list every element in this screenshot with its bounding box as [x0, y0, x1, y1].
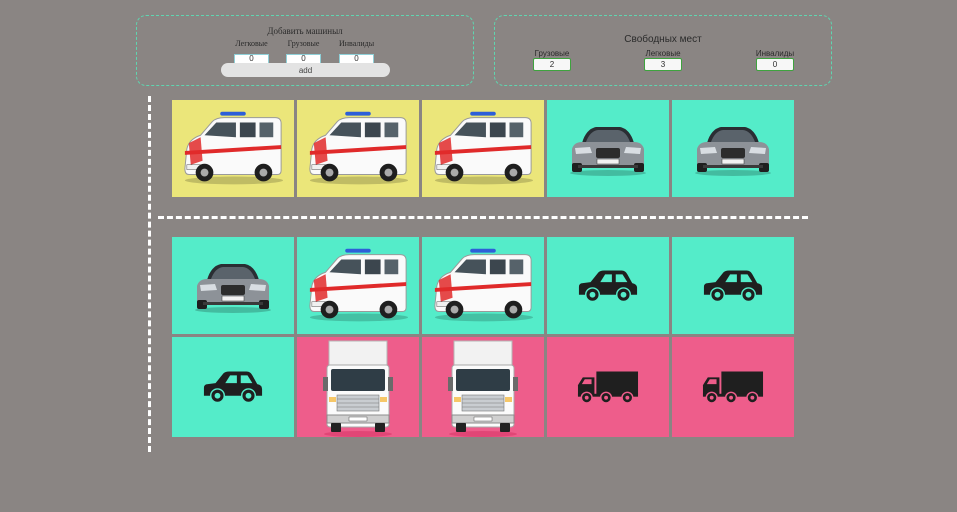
- parking-spot[interactable]: [672, 100, 794, 197]
- parking-spot[interactable]: [172, 100, 294, 197]
- add-cars-panel: Добавить машиныл Легковые Грузовые Инвал…: [136, 15, 474, 86]
- empty-car-icon: [577, 269, 639, 303]
- add-cars-title: Добавить машиныл: [267, 26, 343, 36]
- sedan-front-icon: [568, 121, 648, 177]
- parking-spot[interactable]: [172, 337, 294, 437]
- free-cargo-value: 2: [533, 58, 571, 71]
- passenger-input[interactable]: [234, 53, 269, 64]
- free-disabled-label: Инвалиды: [755, 49, 795, 58]
- parking-spot[interactable]: [672, 237, 794, 334]
- free-spots-title: Свободных мест: [624, 34, 702, 45]
- disabled-input[interactable]: [339, 53, 375, 64]
- parking-spot[interactable]: [297, 100, 419, 197]
- ambulance-van-icon: [429, 109, 537, 189]
- truck-front-icon: [448, 337, 518, 437]
- sedan-front-icon: [193, 258, 273, 314]
- parking-spot[interactable]: [172, 237, 294, 334]
- empty-truck-icon: [577, 370, 639, 404]
- free-passenger-label: Легковые: [645, 49, 681, 58]
- passenger-field-label: Легковые: [235, 39, 268, 48]
- add-button[interactable]: add: [221, 63, 390, 77]
- ambulance-van-icon: [304, 109, 412, 189]
- free-passenger-stat: Легковые 3: [633, 49, 693, 71]
- ambulance-van-icon: [304, 246, 412, 326]
- parking-spot[interactable]: [422, 100, 544, 197]
- parking-spot[interactable]: [672, 337, 794, 437]
- sedan-front-icon: [693, 121, 773, 177]
- parking-spot[interactable]: [297, 337, 419, 437]
- disabled-field-label: Инвалиды: [339, 39, 375, 48]
- lot-horizontal-divider: [158, 216, 808, 219]
- free-disabled-value: 0: [756, 58, 794, 71]
- ambulance-van-icon: [179, 109, 287, 189]
- free-cargo-label: Грузовые: [534, 49, 570, 58]
- parking-spot[interactable]: [422, 237, 544, 334]
- parking-spot[interactable]: [297, 237, 419, 334]
- lot-vertical-divider: [148, 96, 151, 452]
- parking-spot[interactable]: [547, 237, 669, 334]
- free-passenger-value: 3: [644, 58, 682, 71]
- parking-spot[interactable]: [547, 100, 669, 197]
- empty-truck-icon: [702, 370, 764, 404]
- cargo-input[interactable]: [286, 53, 321, 64]
- ambulance-van-icon: [429, 246, 537, 326]
- free-disabled-stat: Инвалиды 0: [745, 49, 805, 71]
- parking-spot[interactable]: [547, 337, 669, 437]
- parking-spot[interactable]: [422, 337, 544, 437]
- free-cargo-stat: Грузовые 2: [522, 49, 582, 71]
- cargo-field-label: Грузовые: [287, 39, 320, 48]
- empty-car-icon: [202, 370, 264, 404]
- free-spots-panel: Свободных мест Грузовые 2 Легковые 3 Инв…: [494, 15, 832, 86]
- truck-front-icon: [323, 337, 393, 437]
- empty-car-icon: [702, 269, 764, 303]
